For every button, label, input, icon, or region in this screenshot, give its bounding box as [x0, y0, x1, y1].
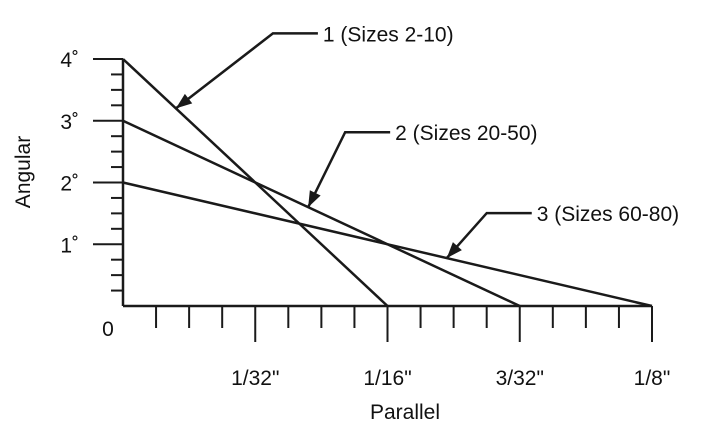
x-tick-label: 1/8": [634, 367, 671, 390]
series-label: 2 (Sizes 20-50): [395, 122, 537, 145]
y-tick-label: 2˚: [60, 173, 79, 196]
x-tick-label: 1/16": [363, 367, 411, 390]
callout-leader: [307, 130, 391, 208]
callout-arrowhead: [446, 242, 462, 259]
callout-leader: [175, 32, 318, 110]
callout-arrowhead: [308, 190, 321, 208]
callout-leader: [445, 211, 532, 259]
series-label: 1 (Sizes 2-10): [323, 23, 454, 46]
y-tick-label: 1˚: [60, 234, 79, 257]
tick-labels: 1/32" 1/16" 3/32" 1/8" 1˚ 2˚ 3˚ 4˚: [60, 49, 670, 390]
series-lines: [122, 58, 653, 308]
series-line: [122, 119, 521, 308]
callouts: 1 (Sizes 2-10) 2 (Sizes 20-50) 3 (Sizes 60…: [175, 23, 679, 259]
series-label: 3 (Sizes 60-80): [537, 203, 679, 226]
x-tick-label: 3/32": [496, 367, 544, 390]
callout-arrowhead: [175, 93, 193, 109]
origin-label: 0: [102, 318, 114, 341]
y-tick-label: 3˚: [60, 111, 79, 134]
x-axis-label: Parallel: [370, 401, 440, 424]
series-line: [122, 181, 653, 308]
ticks: [93, 58, 653, 342]
axes: [121, 59, 652, 308]
x-tick-label: 1/32": [231, 367, 279, 390]
y-axis-label: Angular: [12, 136, 35, 208]
y-tick-label: 4˚: [60, 49, 79, 72]
